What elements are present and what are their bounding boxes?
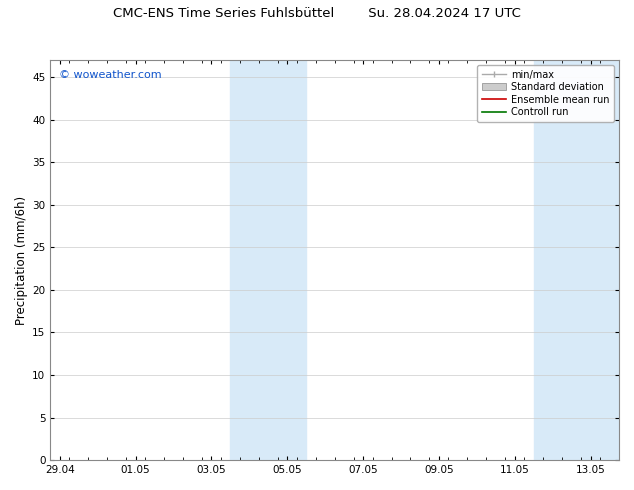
Legend: min/max, Standard deviation, Ensemble mean run, Controll run: min/max, Standard deviation, Ensemble me… (477, 65, 614, 122)
Bar (534, 60, 619, 460)
Text: © woweather.com: © woweather.com (59, 70, 162, 80)
Bar (230, 60, 306, 460)
Text: CMC-ENS Time Series Fuhlsbüttel        Su. 28.04.2024 17 UTC: CMC-ENS Time Series Fuhlsbüttel Su. 28.0… (113, 7, 521, 21)
Y-axis label: Precipitation (mm/6h): Precipitation (mm/6h) (15, 196, 28, 325)
